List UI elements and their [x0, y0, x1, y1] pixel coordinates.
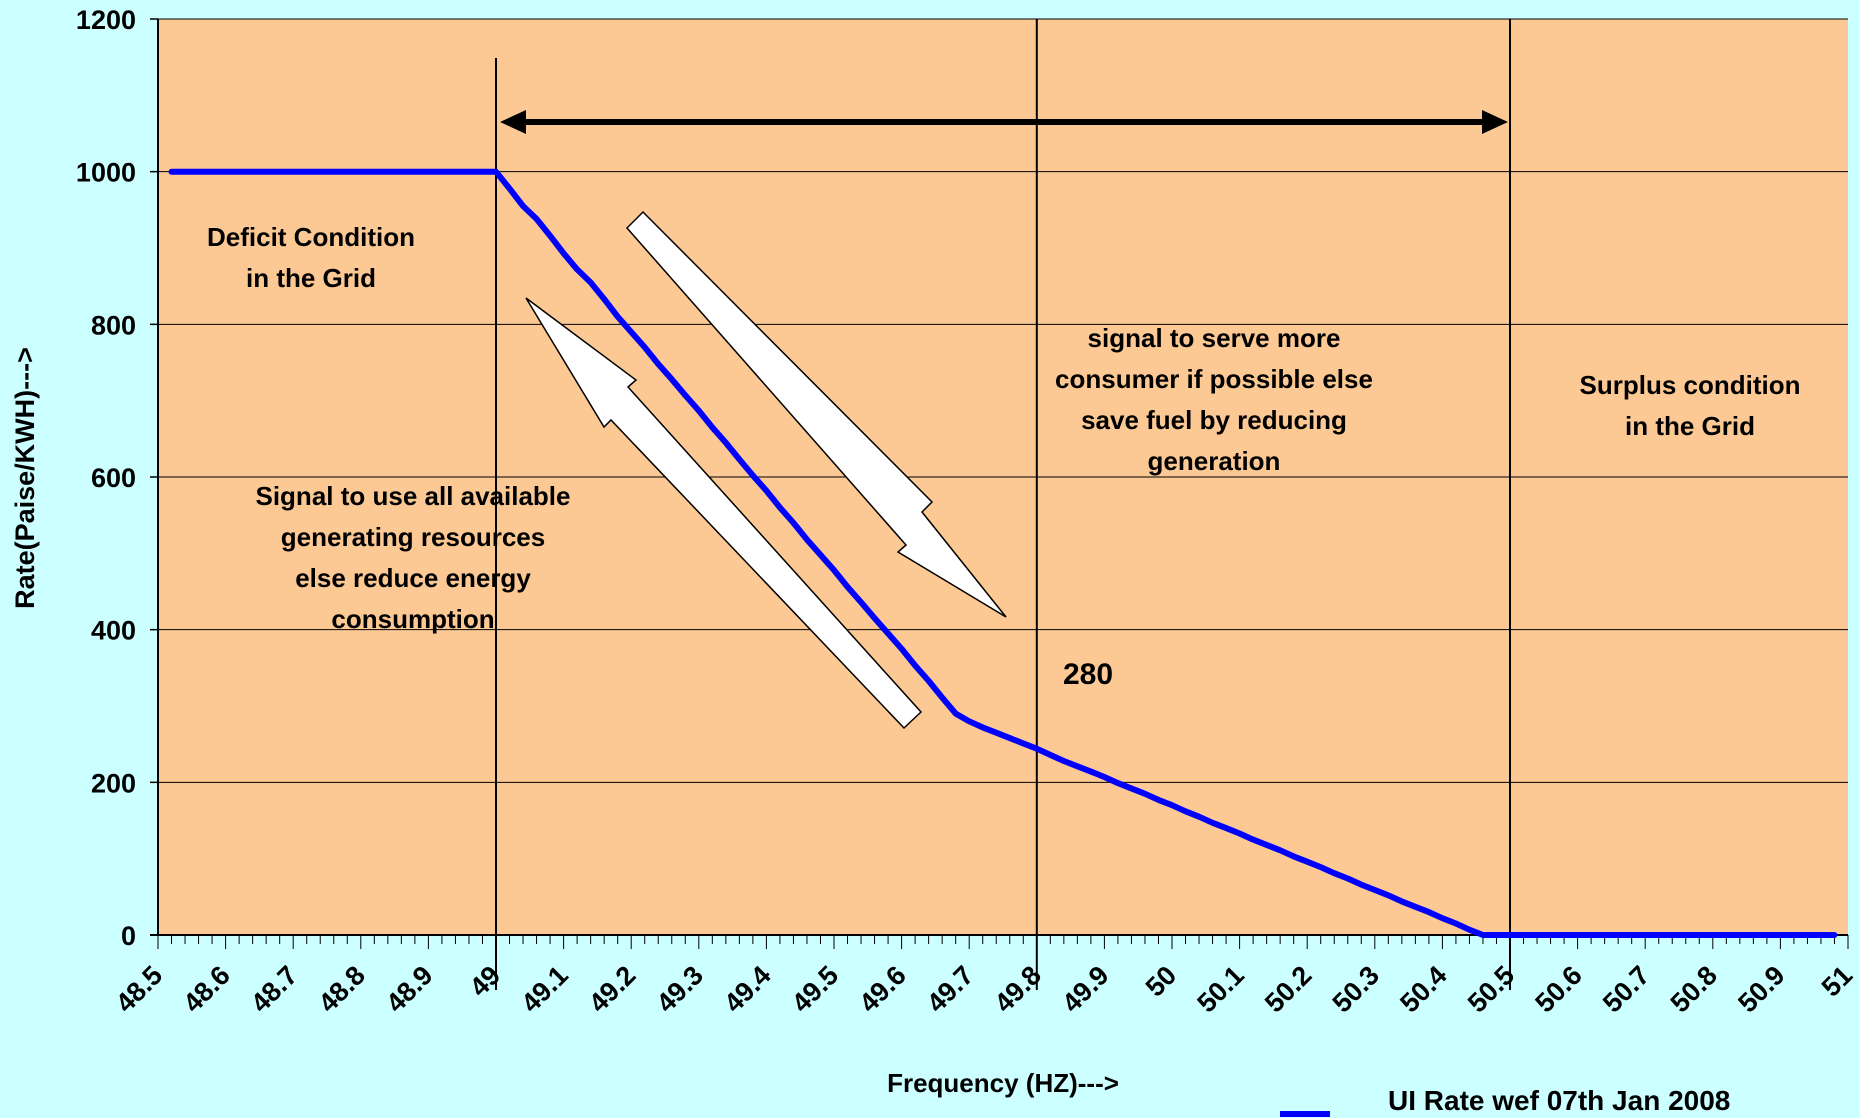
x-tick-label-49.1: 49.1: [515, 960, 573, 1018]
x-tick-label-48.7: 48.7: [245, 960, 303, 1018]
x-tick-label-48.5: 48.5: [110, 960, 168, 1018]
range-arrow: [500, 110, 1508, 134]
x-tick-label-48.9: 48.9: [380, 960, 438, 1018]
x-tick-label-50.2: 50.2: [1259, 960, 1317, 1018]
x-tick-label-50.4: 50.4: [1394, 960, 1452, 1018]
arrow-up-left: [525, 297, 923, 730]
x-tick-label-48.8: 48.8: [313, 960, 371, 1018]
x-tick-label-49.9: 49.9: [1056, 960, 1114, 1018]
threshold-lines: [495, 19, 1511, 990]
y-tick-label-400: 400: [91, 616, 136, 646]
annotation-surplus-line-2: in the Grid: [1625, 411, 1755, 441]
annotation-signal-serve-line-2: consumer if possible else: [1055, 364, 1373, 394]
x-tick-label-50.7: 50.7: [1597, 960, 1655, 1018]
annotation-signal-serve-line-3: save fuel by reducing: [1081, 405, 1347, 435]
annotation-signal-use-line-2: generating resources: [281, 522, 545, 552]
x-tick-label-49.7: 49.7: [921, 960, 979, 1018]
x-tick-labels: 48.5 48.6 48.7 48.8 48.9 49 49.1 49.2 49.3 49.4 49…: [110, 960, 1858, 1018]
y-axis-title: Rate(Paise/KWH)--->: [10, 347, 40, 609]
x-tick-label-50.8: 50.8: [1665, 960, 1723, 1018]
x-tick-label-49.8: 49.8: [989, 960, 1047, 1018]
legend-label: UI Rate wef 07th Jan 2008: [1388, 1085, 1730, 1116]
x-tick-label-50.1: 50.1: [1191, 960, 1249, 1018]
annotation-deficit-line-1: Deficit Condition: [207, 222, 415, 252]
x-tick-label-50.6: 50.6: [1529, 960, 1587, 1018]
x-tick-label-49.3: 49.3: [651, 960, 709, 1018]
arrow-down-right: [625, 210, 1007, 618]
y-tick-label-800: 800: [91, 310, 136, 340]
annotation-deficit: Deficit Condition in the Grid: [207, 222, 415, 293]
x-tick-label-50.5: 50.5: [1462, 960, 1520, 1018]
annotation-signal-serve-line-1: signal to serve more: [1088, 323, 1341, 353]
annotation-deficit-line-2: in the Grid: [246, 263, 376, 293]
annotation-value-280: 280: [1063, 658, 1113, 691]
x-tick-label-49.2: 49.2: [583, 960, 641, 1018]
series-line-ui-rate: [168, 168, 1838, 938]
y-tick-label-0: 0: [121, 921, 136, 951]
gridlines: [158, 18, 1848, 783]
annotation-surplus: Surplus condition in the Grid: [1580, 370, 1801, 441]
annotation-signal-use-line-3: else reduce energy: [295, 563, 531, 593]
x-tick-label-50.3: 50.3: [1327, 960, 1385, 1018]
x-tick-label-49.6: 49.6: [853, 960, 911, 1018]
x-tick-label-49.4: 49.4: [718, 960, 776, 1018]
x-axis-title: Frequency (HZ)--->: [887, 1068, 1119, 1098]
annotation-signal-serve: signal to serve more consumer if possibl…: [1055, 323, 1373, 476]
x-tick-label-50: 50: [1140, 960, 1182, 1002]
x-tick-label-49.5: 49.5: [786, 960, 844, 1018]
y-tick-label-1200: 1200: [76, 5, 136, 35]
annotation-signal-use-line-4: consumption: [331, 604, 494, 634]
x-tick-label-49: 49: [464, 960, 506, 1002]
x-tick-label-51: 51: [1816, 960, 1858, 1002]
annotation-signal-use-line-1: Signal to use all available: [255, 481, 570, 511]
legend: UI Rate wef 07th Jan 2008: [1280, 1085, 1730, 1117]
x-tick-label-48.6: 48.6: [177, 960, 235, 1018]
y-tick-label-200: 200: [91, 768, 136, 798]
x-tick-label-50.9: 50.9: [1732, 960, 1790, 1018]
annotation-signal-serve-line-4: generation: [1148, 446, 1281, 476]
y-tick-labels: 0 200 400 600 800 1000 1200: [76, 5, 136, 951]
annotation-surplus-line-1: Surplus condition: [1580, 370, 1801, 400]
y-tick-label-600: 600: [91, 463, 136, 493]
annotation-signal-use: Signal to use all available generating r…: [255, 481, 570, 634]
y-tick-label-1000: 1000: [76, 158, 136, 188]
